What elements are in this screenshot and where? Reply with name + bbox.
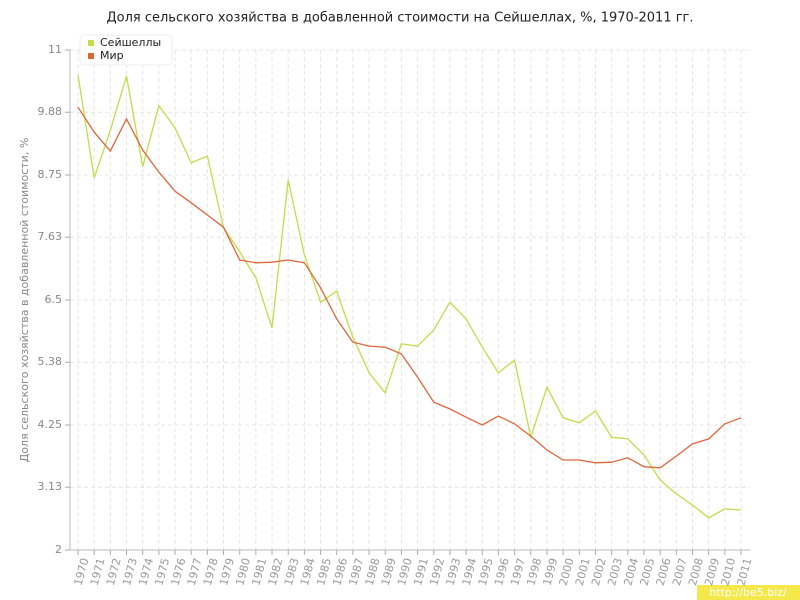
y-axis-label: Доля сельского хозяйства в добавленной с… <box>18 138 31 463</box>
legend-label: Сейшеллы <box>100 36 161 49</box>
y-tick-label: 7.63 <box>38 230 63 243</box>
y-tick-label: 4.25 <box>38 418 63 431</box>
y-tick-label: 3.13 <box>38 480 63 493</box>
series-line <box>77 74 742 519</box>
legend-box <box>79 34 173 66</box>
legend-marker <box>88 53 94 59</box>
y-tick-label: 6.5 <box>45 293 63 306</box>
chart-title: Доля сельского хозяйства в добавленной с… <box>106 11 693 26</box>
y-tick-label: 2 <box>55 543 62 556</box>
legend-marker <box>88 40 94 46</box>
y-tick-label: 11 <box>48 43 62 56</box>
y-tick-label: 8.75 <box>38 168 63 181</box>
y-tick-label: 5.38 <box>38 355 63 368</box>
watermark: http://be5.biz/ <box>709 586 787 599</box>
watermark-bg <box>697 585 800 600</box>
legend-label: Мир <box>100 49 124 62</box>
y-tick-label: 9.88 <box>38 105 63 118</box>
series-line <box>77 106 742 469</box>
